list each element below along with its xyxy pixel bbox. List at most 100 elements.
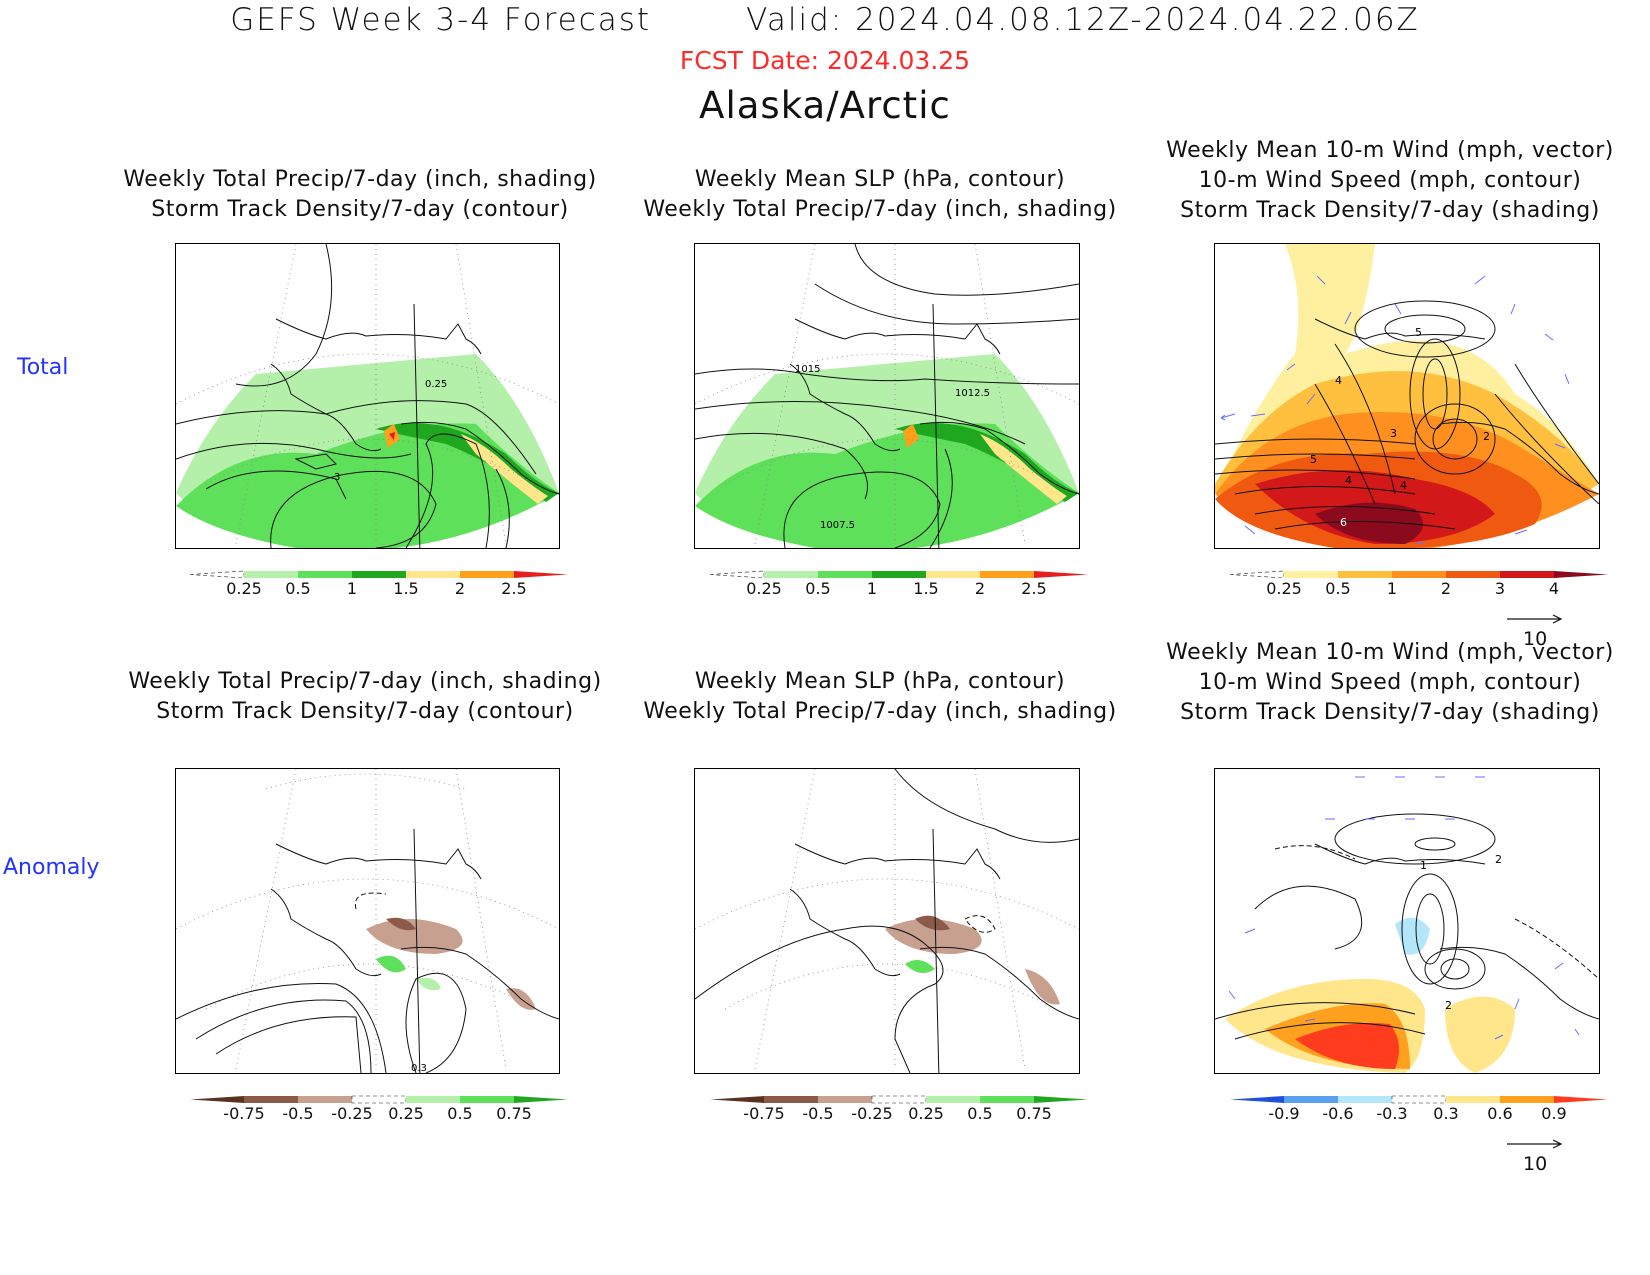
colorbar-swatch: [189, 570, 245, 579]
colorbar-total-storm-density: 0.25 0.5 1 2 3 4: [1229, 570, 1608, 598]
wind-vectors: [1228, 776, 1580, 1040]
colorbar-swatch: [1034, 1096, 1088, 1103]
panel-title-line: Weekly Mean 10-m Wind (mph, vector): [1166, 138, 1614, 163]
forecast-title: GEFS Week 3-4 Forecast: [230, 2, 652, 38]
contour-label: 0.25: [425, 379, 447, 390]
colorbar-tick-label: 0.5: [285, 579, 310, 598]
colorbar-tick-label: 0.5: [805, 579, 830, 598]
anom-density-pos-3: [1295, 1023, 1399, 1069]
colorbar-swatch: [710, 1096, 764, 1103]
colorbar-tick-label: 0.75: [1016, 1104, 1052, 1123]
anom-shade-dry: [366, 919, 463, 954]
storm-track-contours: [176, 244, 537, 548]
colorbar-swatch: [1392, 571, 1446, 578]
contour-label: 2: [1495, 853, 1502, 866]
density-shade-6: [1315, 502, 1423, 544]
colorbar-swatch: [1229, 570, 1285, 579]
panel-title-line: Storm Track Density/7-day (contour): [151, 197, 569, 222]
panel-title-line: Weekly Mean 10-m Wind (mph, vector): [1166, 640, 1614, 665]
vector-reference-arrow-icon: [1507, 614, 1563, 624]
colorbar-swatch: [1284, 1096, 1338, 1103]
colorbar-tick-label: 0.5: [447, 1104, 472, 1123]
anom-density-neg-1: [1395, 917, 1430, 955]
colorbar-swatch: [244, 571, 298, 578]
contour-label: 1012.5: [955, 388, 990, 399]
colorbar-swatch: [351, 1095, 407, 1104]
land-interior: [805, 249, 995, 354]
panel-title-total-precip: Weekly Total Precip/7-day (inch, shading…: [90, 165, 630, 225]
colorbar-tick-label: 0.25: [388, 1104, 424, 1123]
colorbar-tick-label: 0.25: [226, 579, 262, 598]
colorbar-tick-label: 2.5: [501, 579, 526, 598]
colorbar-tick-label: 2.5: [1021, 579, 1046, 598]
colorbar-swatch: [298, 571, 352, 578]
vector-reference-label: 10: [1523, 1153, 1548, 1175]
map-anom-slp-precip: [694, 768, 1080, 1074]
precip-shade-orange: [903, 424, 919, 448]
colorbar-tick-label: -0.5: [802, 1104, 833, 1123]
colorbar-swatch: [709, 570, 765, 579]
colorbar-swatch: [514, 571, 568, 578]
colorbar-tick-label: -0.5: [282, 1104, 313, 1123]
colorbar-swatch: [818, 571, 872, 578]
anom-shade-dry: [885, 919, 982, 954]
colorbar-swatch: [1446, 1096, 1500, 1103]
colorbar-swatch: [1554, 1096, 1608, 1103]
contour-label: 5: [1310, 453, 1317, 466]
panel-title-line: Storm Track Density/7-day (shading): [1180, 198, 1600, 223]
colorbar-tick-label: 2: [975, 579, 985, 598]
map-total-precip-storm: 0.25 3: [175, 243, 560, 549]
colorbar-swatch: [514, 1096, 568, 1103]
colorbar-tick-label: 0.25: [1266, 579, 1302, 598]
panel-title-line: 10-m Wind Speed (mph, contour): [1198, 670, 1582, 695]
colorbar-swatch: [244, 1096, 298, 1103]
figure-title: GEFS Week 3-4 Forecast Valid: 2024.04.08.…: [0, 2, 1650, 38]
vector-reference-anom: 10: [1505, 1133, 1565, 1175]
wind-vectors: [1220, 275, 1570, 545]
colorbar-tick-label: 4: [1549, 579, 1559, 598]
colorbar-tick-label: 1.5: [393, 579, 418, 598]
map-anom-precip-storm: 0.3: [175, 768, 560, 1074]
panel-title-line: Weekly Total Precip/7-day (inch, shading…: [643, 197, 1117, 222]
contour-label: 5: [1415, 326, 1422, 339]
colorbar-tick-label: 1.5: [913, 579, 938, 598]
panel-title-anom-slp: Weekly Mean SLP (hPa, contour) Weekly To…: [610, 667, 1150, 727]
colorbar-tick-label: 0.5: [967, 1104, 992, 1123]
colorbar-tick-label: 0.5: [1325, 579, 1350, 598]
colorbar-swatch: [1391, 1095, 1447, 1104]
contour-label: 3: [334, 472, 340, 483]
colorbar-swatch: [1446, 571, 1500, 578]
row-label-anomaly: Anomaly: [3, 855, 100, 880]
panel-title-line: Weekly Total Precip/7-day (inch, shading…: [643, 699, 1117, 724]
colorbar-swatch: [1034, 571, 1088, 578]
contour-label: 6: [1340, 516, 1347, 529]
graticule: [695, 244, 1079, 545]
contour-label: 4: [1335, 374, 1342, 387]
colorbar-swatch: [1500, 1096, 1554, 1103]
forecast-date: FCST Date: 2024.03.25: [679, 46, 971, 75]
colorbar-swatch: [1284, 571, 1338, 578]
map-total-slp-precip: 1015 1012.5 1007.5: [694, 243, 1080, 549]
colorbar-tick-label: -0.25: [851, 1104, 892, 1123]
colorbar-swatch: [818, 1096, 872, 1103]
contour-label: 1: [1420, 859, 1427, 872]
colorbar-tick-label: 0.25: [746, 579, 782, 598]
vector-reference-arrow-icon: [1507, 1139, 1563, 1149]
colorbar-tick-label: 0.25: [908, 1104, 944, 1123]
anom-shade-dry: [1025, 969, 1060, 1005]
anom-shade-dry-strong: [386, 917, 416, 931]
coastline: [1314, 318, 1599, 495]
graticule: [176, 244, 559, 545]
colorbar-tick-label: 1: [347, 579, 357, 598]
colorbar-swatch: [298, 1096, 352, 1103]
anom-shade-wet: [905, 960, 935, 973]
anom-shade-wet-light: [416, 977, 441, 991]
panel-title-line: Weekly Total Precip/7-day (inch, shading…: [123, 167, 597, 192]
colorbar-swatch: [980, 571, 1034, 578]
contour-label: 0.3: [411, 1063, 427, 1073]
colorbar-tick-label: 2: [1441, 579, 1451, 598]
colorbar-swatch: [980, 1096, 1034, 1103]
colorbar-tick-label: -0.75: [223, 1104, 264, 1123]
colorbar-tick-label: 1: [1387, 579, 1397, 598]
colorbar-swatch: [1554, 571, 1608, 578]
